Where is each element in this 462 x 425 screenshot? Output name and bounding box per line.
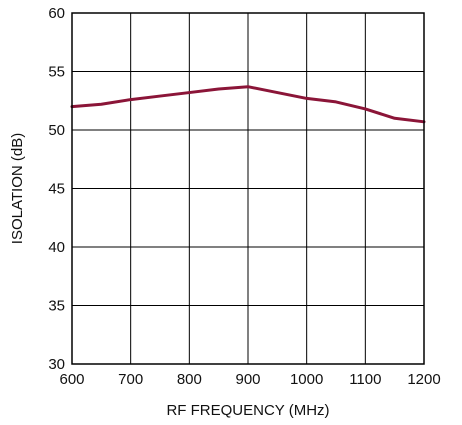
x-axis-title: RF FREQUENCY (MHz) — [166, 402, 329, 419]
x-tick-labels: 600 700 800 900 1000 1100 1200 — [59, 371, 440, 388]
x-tick-label: 800 — [177, 371, 202, 388]
y-tick-label: 40 — [48, 239, 65, 256]
y-tick-label: 55 — [48, 64, 65, 81]
y-axis-title: ISOLATION (dB) — [9, 133, 26, 244]
x-tick-label: 700 — [118, 371, 143, 388]
y-tick-labels: 30 35 40 45 50 55 60 — [48, 5, 65, 373]
series-layer — [70, 85, 426, 124]
x-tick-label: 1100 — [349, 371, 381, 388]
x-tick-label: 1200 — [407, 371, 440, 388]
plot-frame — [71, 12, 425, 365]
x-tick-label: 1000 — [290, 371, 323, 388]
series-line — [70, 85, 426, 124]
y-tick-label: 30 — [48, 356, 65, 373]
x-tick-label: 600 — [59, 371, 84, 388]
grid — [71, 12, 425, 365]
y-tick-label: 35 — [48, 298, 65, 315]
y-tick-label: 50 — [48, 122, 65, 139]
x-tick-label: 900 — [235, 371, 260, 388]
y-tick-label: 60 — [48, 5, 65, 22]
y-tick-label: 45 — [48, 181, 65, 198]
